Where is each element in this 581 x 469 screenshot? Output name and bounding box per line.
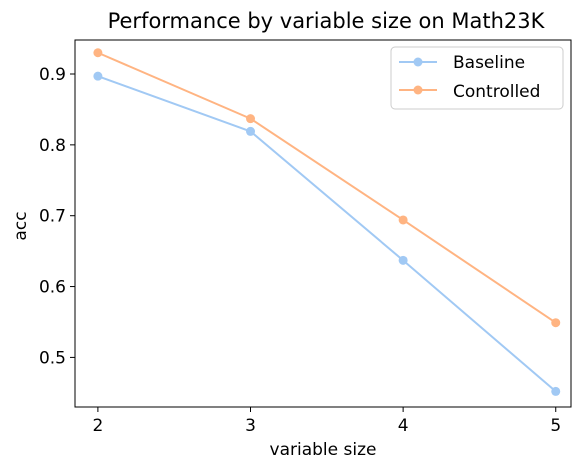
series-line-baseline xyxy=(97,75,557,393)
data-point-baseline xyxy=(93,71,103,81)
x-tick-label: 5 xyxy=(550,416,561,436)
y-tick-label: 0.7 xyxy=(39,207,66,227)
data-point-controlled xyxy=(398,215,408,225)
data-point-controlled xyxy=(551,318,561,328)
x-tick-label: 2 xyxy=(92,416,103,436)
chart-title: Performance by variable size on Math23K xyxy=(108,9,546,33)
legend-controlled-label: Controlled xyxy=(453,82,540,102)
legend: Baseline Controlled xyxy=(390,46,564,110)
series-line-controlled xyxy=(97,51,557,324)
x-tick-label: 3 xyxy=(245,416,256,436)
y-tick-label: 0.8 xyxy=(39,136,66,156)
data-point-baseline xyxy=(398,255,408,265)
x-axis: 2 3 4 5 xyxy=(92,407,561,436)
data-point-controlled xyxy=(93,48,103,58)
plot-frame xyxy=(74,39,572,408)
x-axis-label: variable size xyxy=(270,440,377,460)
y-tick-label: 0.9 xyxy=(39,65,66,85)
data-point-baseline xyxy=(551,386,561,396)
legend-baseline-label: Baseline xyxy=(453,53,525,73)
data-point-controlled xyxy=(246,114,256,124)
x-tick-label: 4 xyxy=(398,416,409,436)
data-point-baseline xyxy=(246,126,256,136)
y-tick-label: 0.5 xyxy=(39,348,66,368)
y-axis: 0.5 0.6 0.7 0.8 0.9 xyxy=(39,65,75,368)
y-axis-label: acc xyxy=(11,211,31,240)
legend-baseline-marker xyxy=(413,57,423,67)
legend-controlled-marker xyxy=(413,85,423,95)
plot-area xyxy=(93,48,561,396)
y-tick-label: 0.6 xyxy=(39,278,66,298)
